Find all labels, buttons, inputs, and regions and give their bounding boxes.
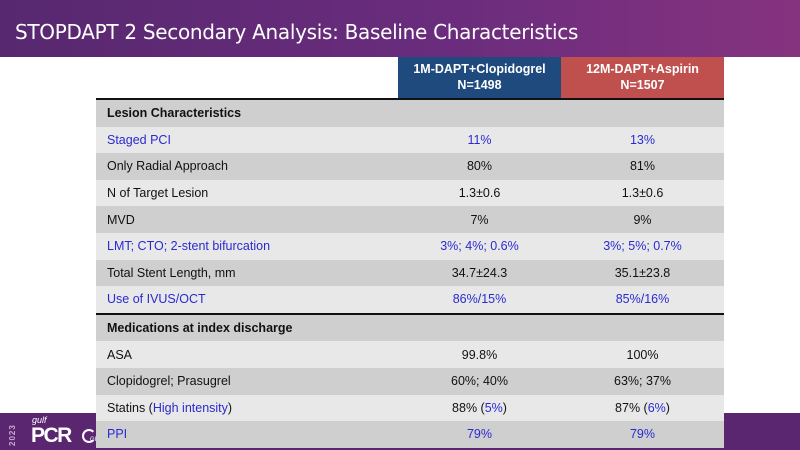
header-blank [96, 57, 398, 98]
section-title: Medications at index discharge [107, 321, 293, 336]
column-header-aspirin: 12M-DAPT+Aspirin N=1507 [561, 57, 724, 98]
baseline-table: 1M-DAPT+Clopidogrel N=1498 12M-DAPT+Aspi… [96, 57, 724, 448]
row-value: 35.1±23.8 [614, 265, 671, 280]
row-value: 60%; 40% [451, 374, 508, 389]
value-close: ) [502, 400, 507, 415]
row-value: 99.8% [461, 347, 498, 362]
row-label: PPI [107, 427, 128, 442]
table-row: N of Target Lesion 1.3±0.6 1.3±0.6 [96, 179, 724, 207]
value-highlight: 6% [647, 400, 666, 415]
table-row: Clopidogrel; Prasugrel 60%; 40% 63%; 37% [96, 367, 724, 395]
row-label: LMT; CTO; 2-stent bifurcation [107, 239, 271, 254]
section-header-medications: Medications at index discharge [96, 312, 724, 342]
label-highlight: High intensity [152, 400, 228, 415]
label-close: ) [227, 400, 233, 415]
column-header-clopidogrel: 1M-DAPT+Clopidogrel N=1498 [398, 57, 561, 98]
value-main: 88% ( [452, 400, 485, 415]
row-value: 80% [466, 159, 493, 174]
section-title: Lesion Characteristics [107, 106, 242, 121]
row-value: 88% (5%) [398, 401, 561, 415]
row-value: 3%; 4%; 0.6% [440, 239, 519, 254]
row-value: 87% (6%) [561, 401, 724, 415]
label-main: Statins ( [107, 400, 153, 415]
logo-year: 2023 [8, 424, 17, 446]
gulf-pcr-logo: 2023 gulf PCR GIM [8, 413, 101, 447]
logo-gulf: gulf [32, 415, 47, 425]
row-label: MVD [107, 212, 135, 227]
row-label: ASA [107, 347, 133, 362]
table-row: Staged PCI 11% 13% [96, 126, 724, 154]
value-highlight: 5% [484, 400, 503, 415]
column-name: 1M-DAPT+Clopidogrel [413, 62, 546, 76]
row-value: 86%/15% [452, 292, 507, 307]
title-banner: STOPDAPT 2 Secondary Analysis: Baseline … [0, 0, 800, 57]
table-row: Use of IVUS/OCT 86%/15% 85%/16% [96, 286, 724, 313]
value-close: ) [665, 400, 670, 415]
row-label: N of Target Lesion [107, 186, 209, 201]
table-row: Total Stent Length, mm 34.7±24.3 35.1±23… [96, 259, 724, 287]
table-header: 1M-DAPT+Clopidogrel N=1498 12M-DAPT+Aspi… [96, 57, 724, 100]
row-label: Total Stent Length, mm [107, 265, 236, 280]
column-name: 12M-DAPT+Aspirin [586, 62, 699, 76]
slide-title: STOPDAPT 2 Secondary Analysis: Baseline … [15, 20, 579, 44]
row-value: 11% [467, 132, 492, 147]
row-label: Clopidogrel; Prasugrel [107, 374, 231, 389]
row-value: 34.7±24.3 [451, 265, 508, 280]
row-label: Only Radial Approach [107, 159, 228, 174]
table-row: ASA 99.8% 100% [96, 341, 724, 368]
row-value: 1.3±0.6 [458, 186, 501, 201]
table-row-ppi: PPI 79% 79% [96, 421, 724, 448]
row-label: Use of IVUS/OCT [107, 292, 206, 307]
row-value: 81% [629, 159, 656, 174]
row-label: Staged PCI [107, 132, 171, 147]
row-value: 3%; 5%; 0.7% [603, 239, 682, 254]
row-label: Statins (High intensity) [96, 401, 398, 415]
row-value: 85%/16% [615, 292, 670, 307]
table-row: MVD 7% 9% [96, 206, 724, 233]
row-value: 9% [633, 212, 652, 227]
logo-pcr: PCR [31, 424, 72, 447]
column-n: N=1507 [620, 78, 665, 92]
row-value: 1.3±0.6 [621, 186, 664, 201]
column-n: N=1498 [457, 78, 502, 92]
logo-mark-icon [82, 429, 96, 443]
table-row: LMT; CTO; 2-stent bifurcation 3%; 4%; 0.… [96, 232, 724, 260]
row-value: 79% [629, 427, 656, 442]
value-main: 87% ( [615, 400, 648, 415]
table-row-statins: Statins (High intensity) 88% (5%) 87% (6… [96, 394, 724, 422]
logo-mark-text: GIM [90, 437, 101, 443]
row-value: 13% [629, 132, 656, 147]
section-header-lesion: Lesion Characteristics [96, 100, 724, 127]
row-value: 7% [470, 212, 489, 227]
table-row: Only Radial Approach 80% 81% [96, 153, 724, 180]
row-value: 63%; 37% [614, 374, 671, 389]
row-value: 100% [626, 347, 659, 362]
row-value: 79% [466, 427, 493, 442]
